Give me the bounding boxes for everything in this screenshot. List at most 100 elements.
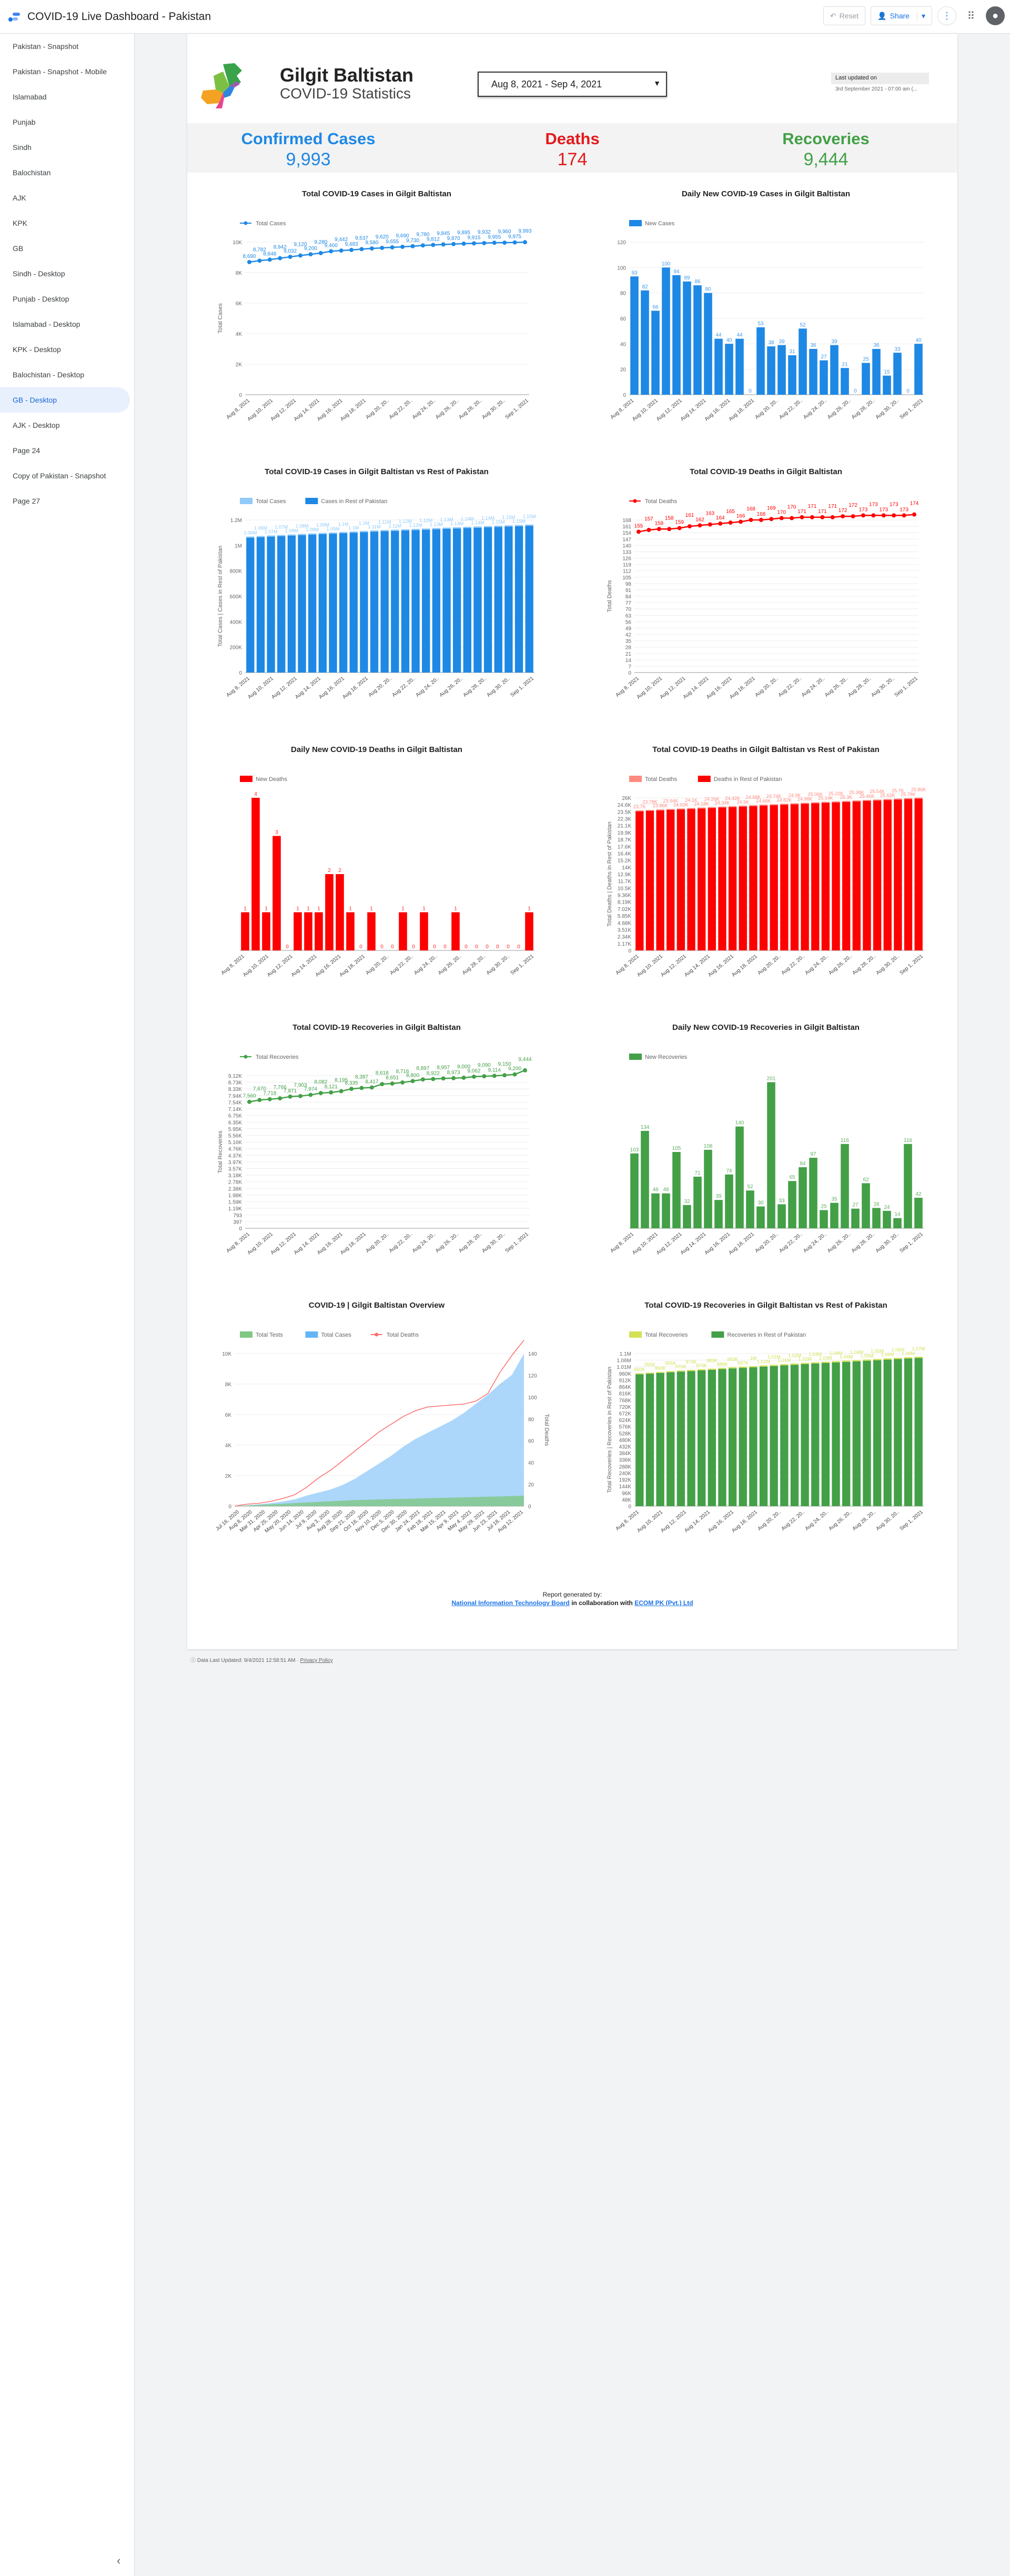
y-tick-label: 22.3K [618, 817, 631, 823]
chart-total-recoveries[interactable]: Total COVID-19 Recoveries in Gilgit Balt… [208, 1023, 545, 1265]
bar-value-label: 105 [672, 1146, 681, 1151]
apps-grid-icon[interactable]: ⠿ [967, 10, 975, 22]
bar-gilgit-baltistan [873, 799, 882, 801]
chart-cases-vs-pakistan[interactable]: Total COVID-19 Cases in Gilgit Baltistan… [208, 467, 545, 709]
data-label: 163 [706, 511, 715, 517]
y-tick-label: 26K [622, 796, 631, 801]
more-options-icon[interactable]: ⋮ [937, 6, 956, 25]
x-tick-label: Aug 30, 20.. [875, 954, 901, 976]
reset-button[interactable]: ↶ Reset [823, 6, 866, 25]
x-tick-label: Aug 22, 20.. [778, 398, 803, 420]
bar-value-label: 25.78K [901, 792, 916, 797]
bar-gilgit-baltistan [863, 1359, 871, 1361]
data-point [451, 242, 456, 246]
y-axis-title: Total Recoveries | Recoveries in Rest of… [607, 1367, 613, 1493]
bar-value-label: 0 [443, 944, 447, 950]
data-point [492, 240, 497, 245]
bar [315, 912, 323, 950]
x-tick-label: Aug 24, 20.. [413, 954, 438, 976]
sidebar-item-punjab-desktop[interactable]: Punjab - Desktop [13, 295, 69, 303]
sidebar-item-copy-of-pakistan-snapshot[interactable]: Copy of Pakistan - Snapshot [13, 472, 106, 480]
chart-deaths-vs-pakistan[interactable]: Total COVID-19 Deaths in Gilgit Baltista… [598, 745, 934, 987]
y-tick-label: 84 [625, 594, 632, 600]
sidebar-item-balochistan-desktop[interactable]: Balochistan - Desktop [13, 370, 85, 379]
legend-swatch [244, 221, 248, 225]
data-label: 9,483 [345, 242, 358, 247]
bar [651, 310, 660, 395]
sidebar-item-gb[interactable]: GB [13, 244, 24, 253]
chart-daily-new-deaths[interactable]: Daily New COVID-19 Deaths in Gilgit Balt… [208, 745, 545, 987]
bar-value-label: 94 [673, 269, 680, 275]
bar-gilgit-baltistan [267, 535, 275, 537]
bar-rest-of-pakistan [780, 805, 789, 950]
data-label: 8,335 [345, 1080, 358, 1086]
data-label: 166 [736, 513, 745, 519]
bar-rest-of-pakistan [852, 801, 861, 950]
chart-total-cases[interactable]: Total COVID-19 Cases in Gilgit Baltistan… [208, 189, 545, 432]
sidebar-item-page-24[interactable]: Page 24 [13, 446, 41, 455]
sidebar-item-ajk[interactable]: AJK [13, 194, 26, 202]
x-tick-label: Aug 10, 2021 [631, 1231, 659, 1256]
x-tick-label: Aug 30, 20.. [481, 398, 506, 420]
sidebar-item-ajk-desktop[interactable]: AJK - Desktop [13, 421, 60, 429]
chart-recoveries-vs-pakistan[interactable]: Total COVID-19 Recoveries in Gilgit Balt… [598, 1301, 934, 1543]
privacy-policy-link[interactable]: Privacy Policy [300, 1658, 333, 1663]
y-tick-label: 624K [619, 1418, 632, 1424]
collapse-sidebar-icon[interactable]: ‹ [117, 2554, 121, 2567]
data-label: 8,800 [406, 1073, 419, 1078]
y-tick-label: 20 [620, 367, 627, 373]
kpi-strip: Confirmed Cases 9,993 Deaths 174 Recover… [187, 123, 957, 173]
data-label: 9,690 [396, 233, 409, 239]
avatar[interactable]: ● [986, 6, 1005, 25]
y-tick-label: 8.33K [228, 1087, 242, 1092]
bar-rest-of-pakistan [349, 533, 358, 673]
bar-gilgit-baltistan [645, 1372, 654, 1374]
ecom-link[interactable]: ECOM PK (Pvt.) Ltd [634, 1599, 693, 1607]
bar-value-label: 23.94K [663, 798, 678, 804]
sidebar-item-sindh[interactable]: Sindh [13, 143, 32, 152]
chevron-down-icon[interactable]: ▾ [916, 11, 925, 21]
bar-value-label: 25 [821, 1204, 827, 1209]
chart-overview[interactable]: COVID-19 | Gilgit Baltistan Overview Tota… [208, 1301, 550, 1543]
nitb-link[interactable]: National Information Technology Board [451, 1599, 570, 1607]
sidebar-item-kpk[interactable]: KPK [13, 219, 28, 227]
x-tick-label: Aug 16, 2021 [315, 954, 342, 978]
chart-total-deaths[interactable]: Total COVID-19 Deaths in Gilgit Baltista… [598, 467, 934, 709]
x-tick-label: Aug 26, 20.. [828, 954, 853, 976]
sidebar-item-pakistan-snapshot[interactable]: Pakistan - Snapshot [13, 42, 79, 51]
sidebar-item-pakistan-snapshot-mobile[interactable]: Pakistan - Snapshot - Mobile [13, 67, 107, 76]
sidebar-item-page-27[interactable]: Page 27 [13, 497, 41, 505]
sidebar-item-kpk-desktop[interactable]: KPK - Desktop [13, 345, 61, 354]
bar-rest-of-pakistan [514, 526, 523, 673]
chart-daily-new-cases[interactable]: Daily New COVID-19 Cases in Gilgit Balti… [598, 189, 934, 432]
x-tick-label: Sep 1, 2021 [510, 954, 536, 976]
data-point [278, 256, 282, 260]
sidebar-item-punjab[interactable]: Punjab [13, 118, 36, 126]
bar [641, 1130, 649, 1228]
sidebar-item-islamabad-desktop[interactable]: Islamabad - Desktop [13, 320, 80, 328]
area-total-tests [235, 1496, 524, 1506]
bar-value-label: 80 [705, 287, 711, 293]
bar [767, 1082, 775, 1228]
bar-gilgit-baltistan [852, 800, 861, 801]
sidebar-item-gb-desktop[interactable]: GB - Desktop [0, 387, 130, 413]
bar [767, 346, 775, 395]
share-button[interactable]: 👤 Share ▾ [871, 6, 932, 25]
bar [346, 912, 355, 950]
data-label: 8,690 [243, 254, 256, 259]
chart-title: Total COVID-19 Cases in Gilgit Baltistan [302, 189, 451, 198]
y-tick-label: 8K [225, 1382, 232, 1388]
bar-value-label: 24.42K [725, 796, 740, 801]
bar-value-label: 52 [747, 1184, 753, 1190]
sidebar-item-balochistan[interactable]: Balochistan [13, 168, 51, 177]
bar-rest-of-pakistan [287, 535, 296, 673]
sidebar-item-islamabad[interactable]: Islamabad [13, 93, 47, 101]
sidebar-item-sindh-desktop[interactable]: Sindh - Desktop [13, 269, 65, 278]
date-range-picker[interactable]: Aug 8, 2021 - Sep 4, 2021 ▼ [478, 72, 667, 97]
y-tick-label: 3.51K [618, 927, 631, 933]
chart-daily-new-recoveries[interactable]: Daily New COVID-19 Recoveries in Gilgit … [598, 1023, 934, 1265]
bar-value-label: 983K [706, 1358, 718, 1364]
bar-value-label: 39 [715, 1194, 722, 1199]
bar-value-label: 1M [750, 1356, 757, 1361]
bar-value-label: 40 [726, 337, 732, 343]
